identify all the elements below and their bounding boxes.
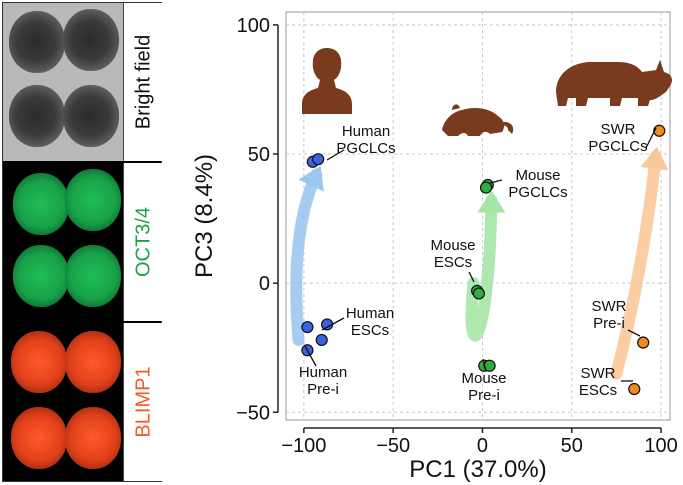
annotation-line: Pre-i (468, 387, 500, 404)
y-axis-title: PC3 (8.4%) (191, 154, 218, 278)
y-tick-label: −50 (236, 402, 270, 424)
axes: −100 −50 0 50 100 −50 0 50 100 PC1 (37.0%) PC3 (8.… (191, 15, 678, 483)
x-tick-label: −100 (281, 435, 326, 457)
annotation-line: Human (342, 123, 390, 140)
bright-field-label-cell: Bright field (123, 3, 163, 161)
annotation-line: Mouse (515, 167, 560, 184)
plot-frame (285, 11, 671, 421)
annotation-leader (468, 271, 475, 283)
annotation-label: Human ESCs (346, 305, 394, 339)
annotation-line: Pre-i (307, 381, 339, 398)
human-silhouette-icon (302, 48, 352, 114)
arrow-band-human (290, 168, 323, 346)
blimp1-image (3, 323, 123, 481)
colony (11, 331, 67, 393)
x-tick-label: −50 (376, 435, 410, 457)
colony (65, 169, 121, 231)
colony (13, 173, 69, 235)
oct34-label-cell: OCT3/4 (123, 163, 163, 321)
rhinoceros-silhouette-icon (556, 60, 672, 106)
y-tick-label: 50 (248, 144, 270, 166)
annotation-line: SWR (592, 298, 627, 315)
oct34-image (3, 163, 123, 321)
annotation-leader (326, 149, 345, 161)
annotation-label: Human PGCLCs (336, 123, 395, 157)
colony (9, 85, 65, 147)
annotation-line: PGCLCs (336, 140, 395, 157)
point-swr (637, 336, 650, 349)
annotation-line: Mouse (430, 237, 475, 254)
y-tick-label: 0 (259, 273, 270, 295)
annotation-line: Mouse (461, 370, 506, 387)
species-icons (302, 48, 672, 136)
annotation-label: SWR Pre-i (592, 298, 627, 332)
bright-field-image (3, 3, 123, 161)
annotation-leader (482, 358, 487, 372)
point-mouse (472, 287, 485, 300)
annotation-label: Mouse PGCLCs (508, 167, 567, 201)
x-tick-label: 100 (644, 435, 677, 457)
colony (65, 331, 121, 393)
point-human (301, 320, 314, 334)
annotation-line: Pre-i (593, 315, 625, 332)
annotation-leader (645, 127, 657, 149)
annotation-leader (321, 317, 345, 331)
annotation-leader (304, 345, 317, 367)
point-human (315, 333, 328, 347)
x-tick-label: 0 (477, 435, 488, 457)
annotation-line: ESCs (434, 254, 472, 271)
colony (65, 407, 121, 469)
arrow-head-swr (640, 146, 669, 171)
annotation-leader (627, 329, 641, 337)
annotation-line: PGCLCs (588, 138, 647, 155)
colony (63, 9, 119, 71)
colony (9, 11, 65, 73)
annotation-label: Mouse ESCs (430, 237, 475, 271)
blimp1-label-cell: BLIMP1 (123, 323, 163, 481)
arrow-band-swr (610, 150, 662, 380)
annotation-label: Mouse Pre-i (461, 370, 506, 404)
annotation-line: Human (346, 305, 394, 322)
annotation-label: SWR ESCs (579, 365, 617, 399)
annotation-line: PGCLCs (508, 184, 567, 201)
oct34-label: OCT3/4 (132, 206, 154, 278)
bright-field-label: Bright field (132, 34, 154, 130)
x-tick-label: 50 (561, 435, 583, 457)
annotation-line: ESCs (351, 322, 389, 339)
annotation-line: Human (299, 364, 347, 381)
arrow-band-mouse (465, 194, 498, 342)
arrow-head-human (298, 165, 324, 192)
point-mouse (479, 181, 493, 194)
point-human (312, 153, 325, 166)
annotation-leader (489, 179, 503, 184)
point-swr (653, 124, 666, 137)
y-tick-label: 100 (237, 15, 270, 37)
annotation-label: SWR PGCLCs (588, 121, 647, 155)
arrow-head-mouse (477, 190, 506, 213)
mouse-silhouette-icon (442, 104, 514, 136)
trajectory-arrows (290, 146, 669, 380)
annotation-line: SWR (601, 121, 636, 138)
colony (65, 245, 121, 307)
colony (13, 245, 69, 307)
annotation-line: ESCs (579, 382, 617, 399)
x-axis-title: PC1 (37.0%) (409, 456, 546, 483)
colony (11, 407, 67, 469)
blimp1-label: BLIMP1 (132, 366, 154, 438)
colony (63, 85, 119, 147)
microscopy-panel: Bright field OCT3/4 BLIMP1 (2, 2, 163, 482)
point-swr (628, 382, 641, 396)
annotation-label: Human Pre-i (299, 364, 347, 398)
annotation-line: SWR (581, 365, 616, 382)
